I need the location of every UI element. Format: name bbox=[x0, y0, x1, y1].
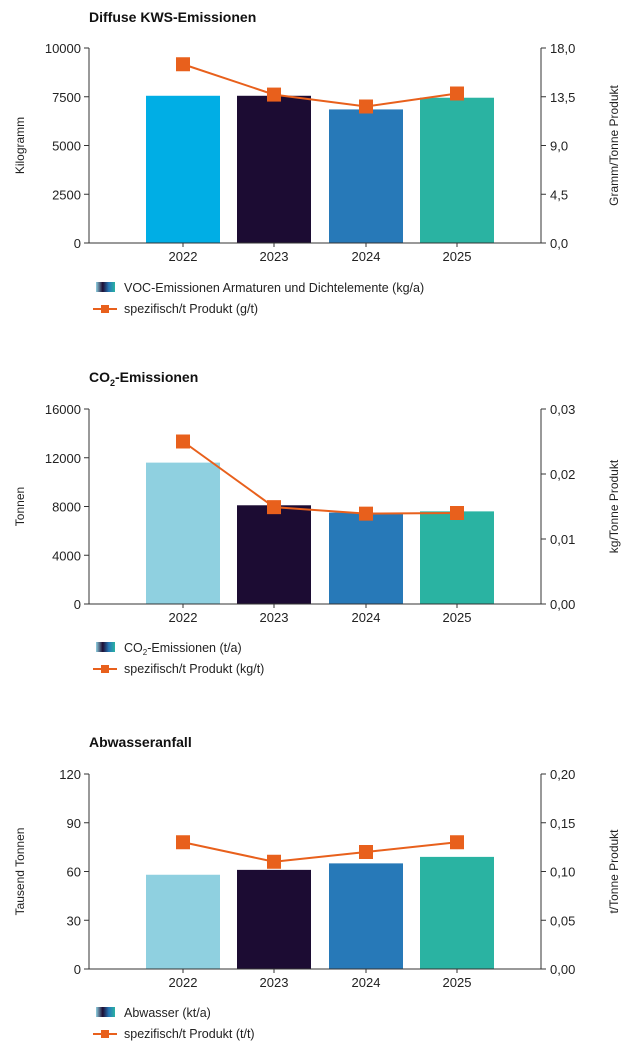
x-tick-label: 2022 bbox=[169, 249, 198, 264]
y-tick-label: 2500 bbox=[52, 187, 81, 202]
line-point-2023 bbox=[267, 854, 281, 869]
series-line bbox=[182, 440, 458, 515]
bar-2023 bbox=[237, 869, 311, 969]
bar-2023 bbox=[237, 505, 311, 604]
y-tick-label: 60 bbox=[67, 865, 81, 880]
series-line bbox=[182, 63, 458, 108]
bar-2022 bbox=[146, 95, 220, 244]
y-tick-label: 4000 bbox=[52, 548, 81, 563]
bar-2025 bbox=[420, 97, 494, 243]
y-tick-label: 7500 bbox=[52, 90, 81, 105]
x-tick-label: 2025 bbox=[443, 610, 472, 625]
y-tick-label: 120 bbox=[59, 767, 81, 782]
y2-axis-title: kg/Tonne Produkt bbox=[607, 459, 621, 553]
y-axis-title: Kilogramm bbox=[13, 117, 27, 174]
x-tick-label: 2024 bbox=[352, 249, 381, 264]
legend-bar-label: Abwasser (kt/a) bbox=[124, 1006, 211, 1020]
bar-2024 bbox=[329, 512, 403, 604]
y2-tick-label: 0,0 bbox=[550, 236, 568, 251]
x-tick-label: 2025 bbox=[443, 249, 472, 264]
line-point-2025 bbox=[450, 506, 464, 520]
y-tick-label: 0 bbox=[74, 962, 81, 977]
x-tick-label: 2023 bbox=[260, 249, 289, 264]
y-tick-label: 10000 bbox=[45, 41, 81, 56]
line-point-2025 bbox=[450, 835, 464, 850]
chart-3: Abwasseranfall 0 30 60 90 120 0,00 0,05 0,10 0,15… bbox=[13, 734, 621, 1041]
legend-line-marker bbox=[101, 305, 109, 313]
y-tick-label: 30 bbox=[67, 913, 81, 928]
y-tick-label: 12000 bbox=[45, 451, 81, 466]
chart-1: Diffuse KWS-Emissionen 0 2500 5000 7500 10000… bbox=[13, 9, 621, 316]
legend-bar-label: CO2-Emissionen (t/a) bbox=[124, 641, 242, 657]
legend-bar-swatch bbox=[96, 642, 115, 652]
legend-line-label: spezifisch/t Produkt (g/t) bbox=[124, 302, 258, 316]
chart-title: CO2-Emissionen bbox=[89, 369, 198, 388]
bar-2024 bbox=[329, 863, 403, 969]
line-point-2024 bbox=[359, 99, 373, 114]
y2-tick-label: 0,20 bbox=[550, 767, 575, 782]
y-tick-label: 8000 bbox=[52, 500, 81, 515]
line-point-2022 bbox=[176, 835, 190, 850]
line-point-2024 bbox=[359, 506, 373, 521]
y2-tick-label: 0,15 bbox=[550, 816, 575, 831]
line-point-2023 bbox=[267, 500, 281, 515]
legend-bar-swatch bbox=[96, 282, 115, 292]
line-point-2022 bbox=[176, 434, 190, 449]
x-tick-label: 2022 bbox=[169, 975, 198, 990]
chart-2: CO2-Emissionen 0 4000 8000 12000 16000 0,00 0,0… bbox=[13, 369, 621, 676]
legend-bar-label: VOC-Emissionen Armaturen und Dichtelemen… bbox=[124, 281, 424, 295]
bar-2022 bbox=[146, 462, 220, 604]
bar-2024 bbox=[329, 109, 403, 243]
legend-bar-swatch bbox=[96, 1007, 115, 1017]
x-tick-label: 2025 bbox=[443, 975, 472, 990]
chart-title: Abwasseranfall bbox=[89, 734, 192, 750]
x-tick-label: 2022 bbox=[169, 610, 198, 625]
bar-2023 bbox=[237, 95, 311, 244]
y2-tick-label: 13,5 bbox=[550, 90, 575, 105]
y-tick-label: 16000 bbox=[45, 402, 81, 417]
bar-2025 bbox=[420, 511, 494, 604]
y2-tick-label: 0,05 bbox=[550, 913, 575, 928]
y2-tick-label: 0,03 bbox=[550, 402, 575, 417]
y-tick-label: 90 bbox=[67, 816, 81, 831]
line-point-2024 bbox=[359, 845, 373, 859]
x-tick-label: 2024 bbox=[352, 975, 381, 990]
legend-line-label: spezifisch/t Produkt (kg/t) bbox=[124, 662, 264, 676]
y2-tick-label: 0,00 bbox=[550, 962, 575, 977]
y-axis-title: Tonnen bbox=[13, 487, 27, 526]
y-axis-title: Tausend Tonnen bbox=[13, 828, 27, 916]
y2-tick-label: 18,0 bbox=[550, 41, 575, 56]
y-tick-label: 0 bbox=[74, 236, 81, 251]
y2-axis-title: Gramm/Tonne Produkt bbox=[607, 84, 621, 205]
series-line bbox=[182, 841, 458, 863]
y2-tick-label: 4,5 bbox=[550, 187, 568, 202]
y2-tick-label: 0,00 bbox=[550, 597, 575, 612]
legend-line-marker bbox=[101, 1030, 109, 1038]
y2-tick-label: 0,02 bbox=[550, 467, 575, 482]
legend-line-marker bbox=[101, 665, 109, 673]
bar-2025 bbox=[420, 856, 494, 969]
y-tick-label: 0 bbox=[74, 597, 81, 612]
chart-title: Diffuse KWS-Emissionen bbox=[89, 9, 256, 25]
line-point-2023 bbox=[267, 87, 281, 102]
x-tick-label: 2023 bbox=[260, 975, 289, 990]
bar-2022 bbox=[146, 874, 220, 969]
y2-tick-label: 9,0 bbox=[550, 139, 568, 154]
x-tick-label: 2023 bbox=[260, 610, 289, 625]
y-tick-label: 5000 bbox=[52, 139, 81, 154]
line-point-2025 bbox=[450, 86, 464, 101]
line-point-2022 bbox=[176, 57, 190, 72]
y2-tick-label: 0,01 bbox=[550, 532, 575, 547]
legend-line-label: spezifisch/t Produkt (t/t) bbox=[124, 1027, 255, 1041]
x-tick-label: 2024 bbox=[352, 610, 381, 625]
y2-tick-label: 0,10 bbox=[550, 865, 575, 880]
y2-axis-title: t/Tonne Produkt bbox=[607, 829, 621, 914]
